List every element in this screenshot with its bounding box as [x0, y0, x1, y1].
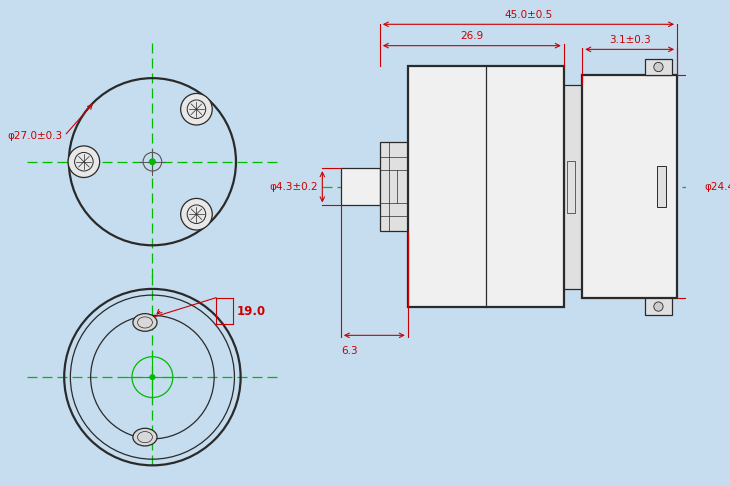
Bar: [408, 66, 564, 308]
Circle shape: [654, 62, 663, 71]
Text: φ24.4: φ24.4: [705, 182, 730, 192]
Bar: [656, 166, 666, 207]
Circle shape: [68, 146, 100, 177]
Ellipse shape: [133, 428, 157, 446]
Bar: [583, 75, 677, 298]
Text: φ27.0±0.3: φ27.0±0.3: [7, 131, 63, 141]
Bar: [380, 142, 408, 231]
Text: 19.0: 19.0: [237, 305, 266, 317]
Circle shape: [180, 93, 212, 125]
Text: φ4.3±0.2: φ4.3±0.2: [269, 182, 318, 192]
Bar: [564, 85, 583, 289]
Circle shape: [654, 302, 663, 311]
Text: 26.9: 26.9: [460, 31, 483, 41]
Circle shape: [150, 159, 155, 164]
Ellipse shape: [133, 313, 157, 331]
Bar: [341, 168, 380, 206]
Circle shape: [150, 375, 155, 380]
Text: 3.1±0.3: 3.1±0.3: [609, 35, 650, 45]
Text: 45.0±0.5: 45.0±0.5: [504, 10, 553, 19]
Text: 6.3: 6.3: [341, 347, 358, 357]
Circle shape: [180, 198, 212, 230]
Bar: [645, 298, 672, 315]
Bar: [567, 161, 575, 213]
Bar: [645, 59, 672, 75]
